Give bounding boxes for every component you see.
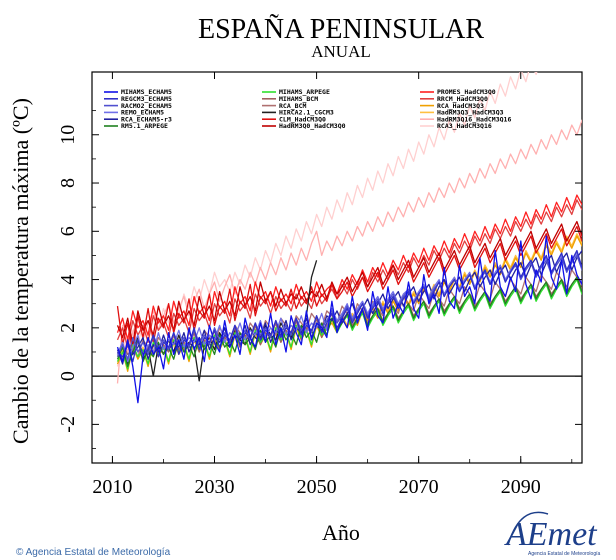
y-tick-label: 0	[57, 371, 79, 381]
legend-label: MIHAMS_ARPEGE	[279, 88, 330, 96]
series-line	[116, 220, 582, 346]
legend-label: HadRM3Q3_HadCM3Q3	[437, 109, 504, 117]
legend: MIHAMS_ECHAM5REGCM3_ECHAM5RACMO2_ECHAM5R…	[104, 88, 511, 130]
legend-label: HadRM3Q16_HadCM3Q16	[437, 115, 511, 123]
legend-label: MIHAMS_BCM	[279, 95, 318, 103]
series-line	[116, 72, 538, 367]
legend-label: RCA_HadCM3Q3	[437, 102, 484, 110]
y-tick-label: 2	[57, 323, 79, 333]
x-axis-label: Año	[322, 520, 360, 545]
legend-label: MIHAMS_ECHAM5	[121, 88, 172, 96]
credit-text: © Agencia Estatal de Meteorología	[16, 547, 171, 558]
legend-label: RACMO2_ECHAM5	[121, 102, 172, 110]
y-tick-label: -2	[57, 416, 79, 433]
series-line	[116, 235, 582, 404]
series-layer	[116, 72, 582, 404]
y-tick-label: 8	[57, 178, 79, 188]
chart-title: ESPAÑA PENINSULAR	[198, 14, 484, 45]
legend-label: PROMES_HadCM3Q0	[437, 88, 496, 96]
x-tick-label: 2090	[501, 476, 541, 498]
legend-label: RRCM_HadCM3Q0	[437, 95, 488, 103]
legend-label: HIRCA2.1_CGCM3	[279, 109, 334, 117]
x-tick-label: 2070	[399, 476, 439, 498]
legend-label: HadRM3Q0_HadCM3Q0	[279, 122, 346, 130]
logo-text: AEmet	[504, 516, 598, 553]
x-tick-label: 2030	[195, 476, 235, 498]
x-tick-label: 2050	[297, 476, 337, 498]
series-line	[116, 225, 582, 353]
y-tick-label: 10	[57, 125, 79, 145]
legend-label: CLM_HadCM3Q0	[279, 115, 326, 123]
series-line	[116, 119, 582, 384]
chart-subtitle: ANUAL	[311, 42, 371, 61]
legend-label: REGCM3_ECHAM5	[121, 95, 172, 103]
legend-label: RCA_BCM	[279, 102, 306, 110]
y-tick-label: 6	[57, 226, 79, 236]
legend-label: RCA3_HadCM3Q16	[437, 122, 492, 130]
legend-label: RCA_ECHAM5-r3	[121, 115, 172, 123]
aemet-logo: AEmet Agencia Estatal de Meteorología	[504, 511, 600, 557]
y-tick-label: 4	[57, 275, 79, 285]
y-axis-label: Cambio de la temperatura máxima (ºC)	[8, 98, 33, 444]
legend-label: REMO_ECHAM5	[121, 109, 164, 117]
logo-subtext: Agencia Estatal de Meteorología	[528, 551, 600, 557]
axes-layer: 2010 2030 2050 2070 2090 -2 0 2 4 6 8 10	[57, 72, 582, 498]
legend-label: RM5.1_ARPEGE	[121, 122, 168, 130]
x-tick-label: 2010	[92, 476, 132, 498]
